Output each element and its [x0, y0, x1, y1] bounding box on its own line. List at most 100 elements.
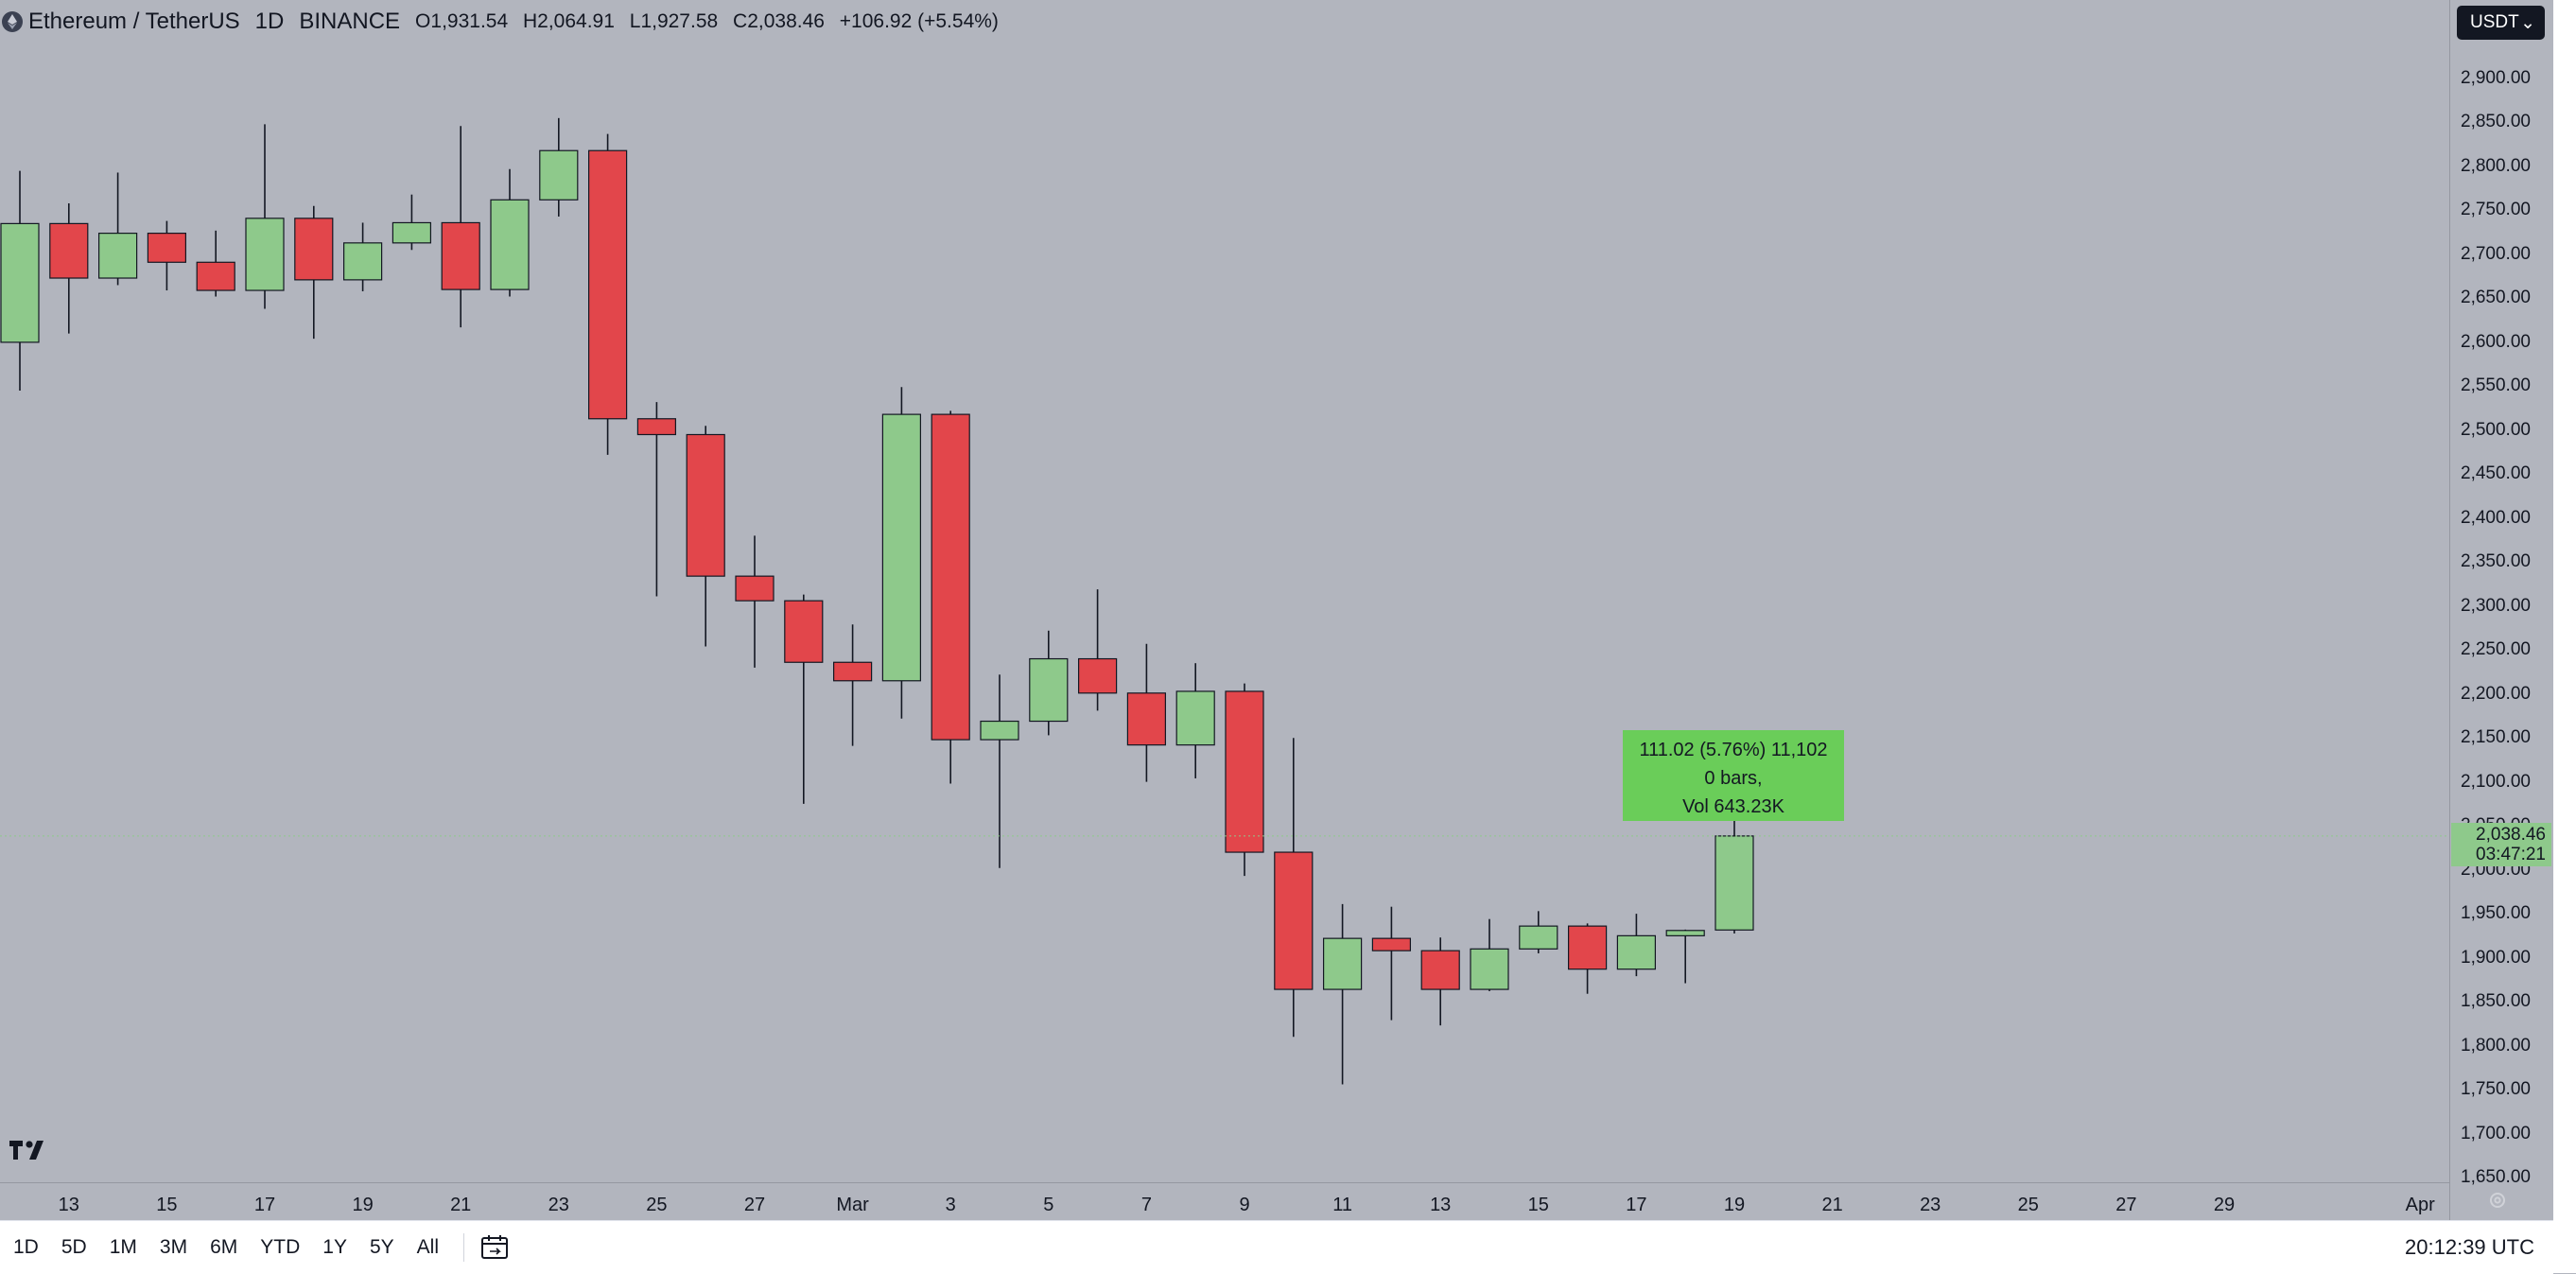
range-ytd-button[interactable]: YTD: [260, 1236, 301, 1258]
time-tick-label: 15: [156, 1195, 178, 1215]
candle-body: [1029, 657, 1069, 723]
candle[interactable]: [832, 624, 873, 746]
candle[interactable]: [490, 168, 530, 297]
symbol-legend: Ethereum / TetherUS 1D BINANCE O1,931.54…: [2, 9, 1008, 35]
price-tick-label: 1,950.00: [2461, 903, 2531, 924]
candle-body: [441, 221, 480, 290]
candle-body: [735, 575, 775, 602]
time-tick-label: 25: [2017, 1195, 2039, 1215]
candle[interactable]: [343, 222, 383, 291]
candle[interactable]: [636, 402, 677, 597]
candle[interactable]: [1567, 923, 1608, 994]
candlestick-chart[interactable]: [0, 0, 2449, 1182]
candle-body: [1175, 690, 1215, 746]
candle[interactable]: [245, 124, 285, 309]
candle-body: [1519, 925, 1558, 950]
candle[interactable]: [1126, 643, 1167, 782]
price-tick-label: 2,850.00: [2461, 112, 2531, 132]
candle[interactable]: [980, 674, 1019, 868]
candle-body: [1714, 835, 1754, 931]
last-price-label: 2,038.46 03:47:21: [2451, 823, 2551, 866]
candle[interactable]: [587, 133, 628, 455]
candle-body: [539, 149, 579, 201]
candle[interactable]: [686, 426, 725, 647]
candle[interactable]: [392, 194, 431, 251]
measure-tooltip: 111.02 (5.76%) 11,102 0 bars, Vol 643.23…: [1623, 730, 1844, 821]
candle[interactable]: [1616, 914, 1657, 977]
range-1y-button[interactable]: 1Y: [322, 1236, 347, 1258]
time-tick-label: 17: [1626, 1195, 1647, 1215]
candle[interactable]: [441, 126, 480, 328]
candle[interactable]: [1714, 812, 1754, 934]
candle[interactable]: [1519, 911, 1558, 953]
candle[interactable]: [881, 387, 922, 719]
time-tick-label: Apr: [2405, 1195, 2435, 1215]
time-tick-label: 19: [352, 1195, 374, 1215]
tradingview-logo-icon[interactable]: [8, 1137, 51, 1161]
time-tick-label: 15: [1527, 1195, 1549, 1215]
range-5y-button[interactable]: 5Y: [369, 1236, 394, 1258]
candle[interactable]: [1470, 918, 1509, 991]
price-tick-label: 2,250.00: [2461, 639, 2531, 660]
measure-bars: 0 bars,: [1704, 768, 1763, 789]
settings-gear-icon[interactable]: [2487, 1190, 2508, 1211]
price-tick-label: 1,900.00: [2461, 947, 2531, 968]
candle[interactable]: [1420, 937, 1460, 1026]
time-tick-label: 21: [1821, 1195, 1843, 1215]
open-key: O: [415, 10, 431, 32]
candle-body: [931, 413, 970, 741]
candle[interactable]: [931, 410, 970, 784]
price-tick-label: 2,500.00: [2461, 419, 2531, 440]
range-3m-button[interactable]: 3M: [159, 1236, 188, 1258]
candle-body: [490, 199, 530, 290]
price-tick-label: 2,650.00: [2461, 288, 2531, 308]
candle[interactable]: [97, 172, 138, 286]
time-tick-label: 23: [1920, 1195, 1941, 1215]
time-axis[interactable]: 13 15 17 19 21 23 25 27 Mar 3 5 7 9 11 13 15 17 19 21 23 25 2…: [0, 1182, 2449, 1221]
range-1d-button[interactable]: 1D: [13, 1236, 39, 1258]
candle[interactable]: [49, 203, 89, 334]
candle[interactable]: [196, 230, 235, 297]
interval-label[interactable]: 1D: [254, 9, 285, 34]
candle[interactable]: [1029, 630, 1069, 736]
candle[interactable]: [784, 594, 824, 804]
symbol-name[interactable]: Ethereum / TetherUS: [28, 9, 240, 34]
currency-selector[interactable]: USDT ⌄: [2457, 6, 2545, 40]
ohlc-values: O1,931.54 H2,064.91 L1,927.58 C2,038.46 …: [415, 10, 1008, 33]
candle[interactable]: [1665, 929, 1705, 984]
calendar-goto-date-icon[interactable]: [479, 1233, 512, 1262]
candle[interactable]: [1322, 903, 1363, 1085]
range-all-button[interactable]: All: [416, 1236, 439, 1258]
candle-body: [245, 218, 285, 291]
candle[interactable]: [1175, 663, 1215, 778]
range-1m-button[interactable]: 1M: [109, 1236, 137, 1258]
candle[interactable]: [735, 535, 775, 668]
price-tick-label: 1,750.00: [2461, 1079, 2531, 1100]
candle[interactable]: [1077, 589, 1118, 711]
chart-pane[interactable]: [0, 0, 2449, 1182]
candle[interactable]: [539, 117, 579, 217]
close-key: C: [733, 10, 748, 32]
candle-body: [587, 149, 628, 420]
measure-volume: Vol 643.23K: [1682, 796, 1784, 817]
chevron-down-icon: ⌄: [2520, 12, 2535, 33]
price-scale[interactable]: [2449, 0, 2554, 1220]
candle[interactable]: [1225, 683, 1264, 877]
time-tick-label: 29: [2213, 1195, 2236, 1215]
candle-body: [1322, 937, 1363, 990]
candle[interactable]: [0, 170, 40, 392]
candle[interactable]: [1274, 738, 1314, 1038]
candle[interactable]: [1371, 906, 1412, 1021]
candle-body: [49, 222, 89, 279]
range-5d-button[interactable]: 5D: [61, 1236, 87, 1258]
candle[interactable]: [294, 205, 334, 340]
candle[interactable]: [147, 220, 186, 291]
utc-clock[interactable]: 20:12:39 UTC: [2405, 1235, 2534, 1259]
price-tick-label: 2,750.00: [2461, 200, 2531, 220]
ethereum-logo-icon: [2, 11, 23, 32]
range-6m-button[interactable]: 6M: [210, 1236, 238, 1258]
time-tick-label: 27: [2115, 1195, 2137, 1215]
candle-body: [147, 233, 186, 263]
price-tick-label: 2,700.00: [2461, 243, 2531, 264]
time-tick-label: 25: [646, 1195, 668, 1215]
